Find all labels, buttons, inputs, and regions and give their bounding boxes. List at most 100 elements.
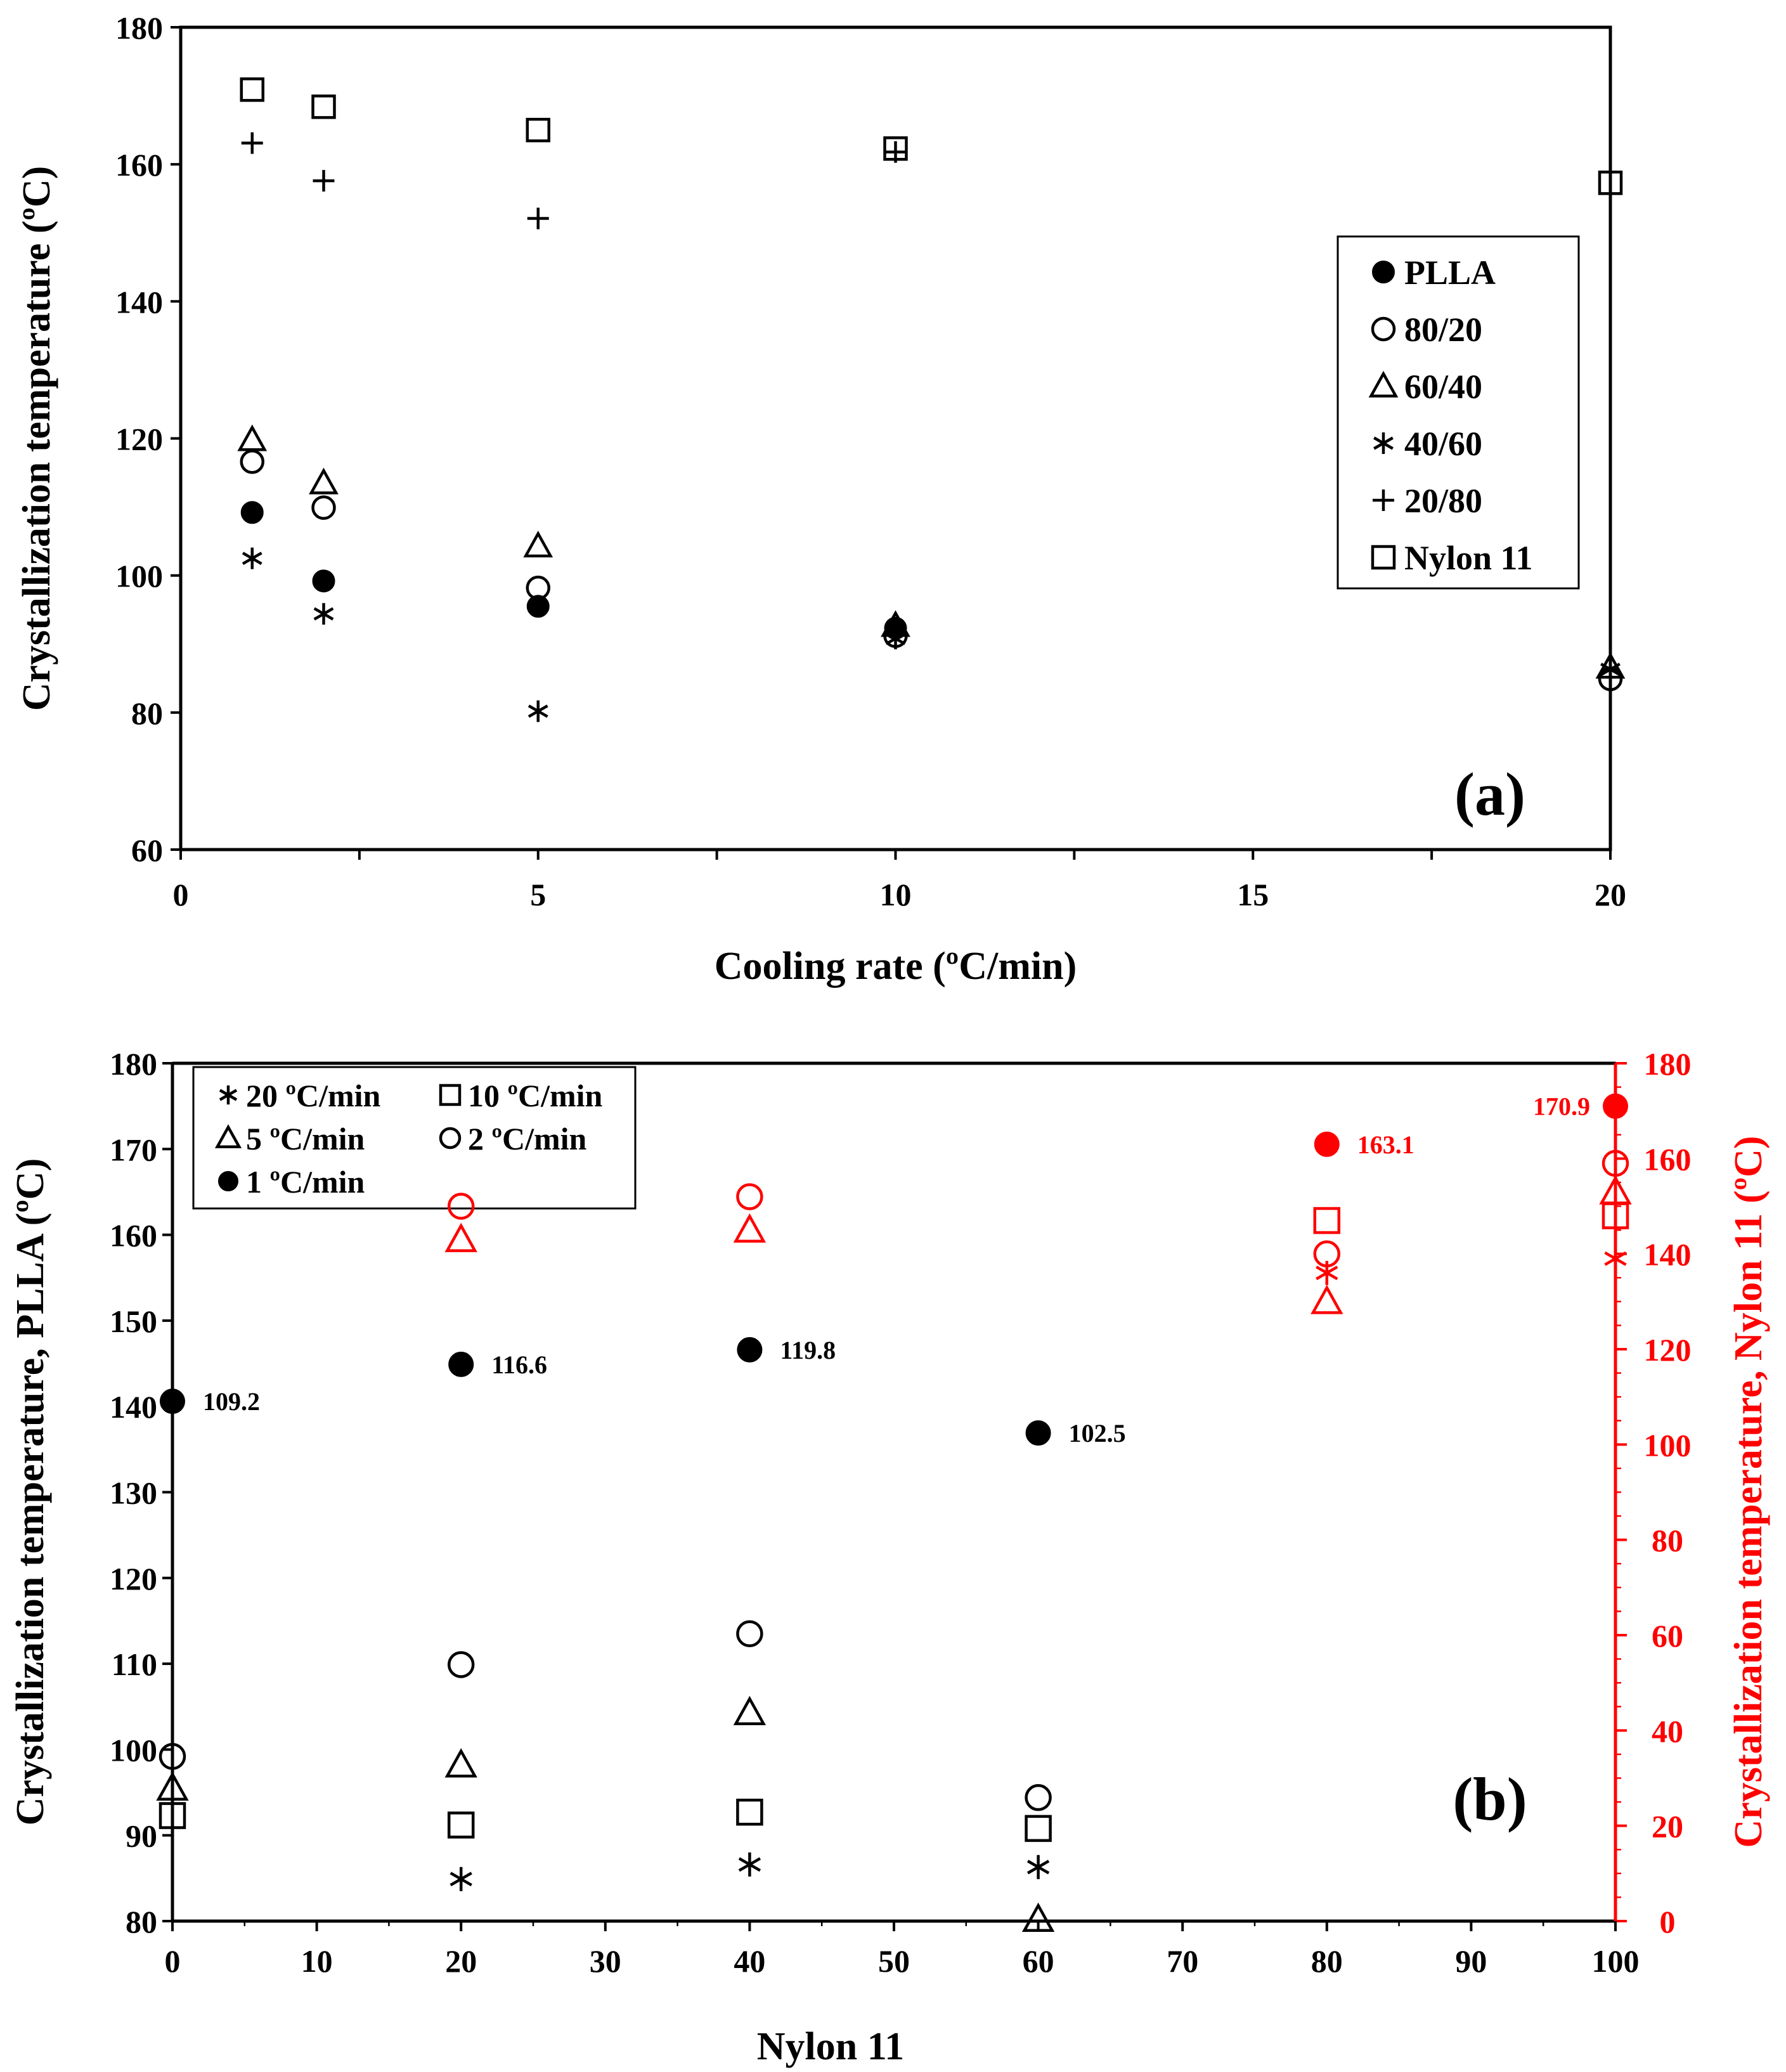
legend-marker-b: [439, 1127, 462, 1149]
panel-b: 8090100110120130140150160170180020406080…: [9, 1046, 1770, 2068]
legend-label-b: 2 ºC/min: [468, 1121, 587, 1156]
marker-shape: [1603, 1093, 1628, 1119]
y-tick-label-right-b: 40: [1652, 1713, 1683, 1749]
data-point-b: [156, 1771, 189, 1801]
marker-shape: [1025, 1784, 1052, 1811]
marker-stroke: [738, 1857, 761, 1872]
x-tick-label-b: 100: [1592, 1943, 1640, 1979]
marker-stroke: [1600, 663, 1621, 677]
marker-shape: [526, 595, 550, 618]
data-point-a: [240, 501, 264, 524]
marker-shape: [237, 424, 268, 451]
x-tick-label-a: 20: [1595, 877, 1626, 912]
marker-shape: [1314, 1131, 1340, 1157]
marker-shape: [311, 495, 336, 520]
y-tick-label-a: 120: [115, 422, 163, 457]
data-point-a: [312, 569, 335, 593]
data-point-b: [1599, 1175, 1632, 1205]
marker-shape: [444, 1222, 477, 1252]
data-point-b: [159, 1742, 186, 1770]
marker-shape: [523, 531, 553, 558]
y-tick-label-left-b: 90: [126, 1818, 157, 1854]
y-tick-label-left-b: 170: [110, 1132, 157, 1167]
data-point-b: [733, 1213, 767, 1243]
marker-stroke: [1373, 436, 1394, 450]
marker-shape: [444, 1748, 477, 1778]
data-point-a: [527, 207, 549, 230]
data-label-b: 116.6: [491, 1350, 547, 1379]
marker-stroke: [885, 631, 906, 645]
marker-shape: [736, 1183, 763, 1210]
data-point-b: [1604, 1246, 1627, 1271]
marker-shape: [1313, 1240, 1341, 1267]
marker-stroke: [527, 704, 548, 718]
y-tick-label-right-b: 80: [1652, 1523, 1683, 1558]
marker-shape: [312, 569, 335, 593]
marker-shape: [1025, 1420, 1051, 1446]
data-point-b: [447, 1193, 475, 1220]
data-point-a: [523, 531, 553, 558]
y-tick-label-left-b: 140: [110, 1389, 157, 1425]
legend-label-a: 80/20: [1404, 311, 1482, 349]
marker-stroke: [242, 552, 262, 566]
data-point-b: [1026, 1855, 1050, 1879]
x-tick-label-b: 90: [1455, 1943, 1487, 1979]
data-point-a: [237, 424, 268, 451]
data-point-a: [240, 77, 264, 102]
marker-shape: [311, 94, 336, 119]
marker-shape: [447, 1811, 475, 1839]
data-point-a: [527, 700, 548, 722]
legend-marker-a: [1373, 489, 1394, 511]
marker-shape: [240, 449, 264, 474]
data-label-b: 109.2: [203, 1387, 260, 1416]
marker-shape: [447, 1651, 475, 1678]
x-tick-label-b: 30: [590, 1943, 621, 1979]
panel-a: 60 80 100 120 140 160 180 0 5 10 15 20 Cooling rate …: [15, 10, 1626, 988]
data-point-b: [1025, 1784, 1052, 1811]
marker-shape: [1025, 1815, 1052, 1842]
marker-shape: [1371, 316, 1396, 342]
panel-label-b: (b): [1453, 1765, 1527, 1833]
x-axis-label-a: Cooling rate (ºC/min): [715, 945, 1077, 988]
legend-marker-b: [218, 1171, 238, 1191]
marker-shape: [214, 1124, 242, 1149]
y-tick-label-right-b: 0: [1660, 1904, 1676, 1939]
y-tick-label-a: 80: [131, 696, 163, 731]
data-point-a: [241, 132, 263, 154]
marker-shape: [159, 1742, 186, 1770]
data-point-b: [1021, 1902, 1055, 1933]
legend-marker-b: [219, 1085, 238, 1104]
marker-shape: [240, 501, 264, 524]
y-tick-label-right-b: 60: [1652, 1618, 1683, 1654]
marker-shape: [160, 1389, 185, 1415]
legend-marker-a: [1368, 370, 1399, 398]
y-tick-label-right-b: 120: [1644, 1332, 1692, 1368]
data-point-b: [1314, 1131, 1340, 1157]
legend-marker-b: [214, 1124, 242, 1149]
y-tick-label-a: 180: [115, 10, 163, 46]
y-tick-label-a: 140: [115, 284, 163, 320]
legend-marker-a: [1371, 316, 1396, 342]
data-point-a: [883, 136, 908, 161]
data-point-a: [885, 628, 906, 650]
marker-stroke: [313, 607, 334, 621]
data-point-b: [736, 1183, 763, 1210]
data-point-b: [444, 1748, 477, 1778]
legend-label-b: 20 ºC/min: [246, 1078, 381, 1113]
x-tick-label-b: 0: [165, 1943, 181, 1979]
data-point-a: [1600, 658, 1621, 680]
x-tick-label-a: 5: [530, 877, 546, 912]
data-point-b: [447, 1651, 475, 1678]
marker-shape: [733, 1695, 767, 1725]
x-tick-label-b: 20: [445, 1943, 477, 1979]
marker-shape: [218, 1171, 238, 1191]
legend-a: [1336, 235, 1580, 590]
y-tick-label-left-b: 80: [126, 1904, 157, 1939]
marker-shape: [736, 1798, 763, 1826]
y-tick-label-right-b: 160: [1644, 1141, 1692, 1177]
legend-label-b: 10 ºC/min: [468, 1078, 603, 1113]
legend-b: [192, 1066, 637, 1210]
data-point-b: [1602, 1149, 1629, 1177]
marker-shape: [1368, 370, 1399, 398]
data-point-b: [444, 1222, 477, 1252]
